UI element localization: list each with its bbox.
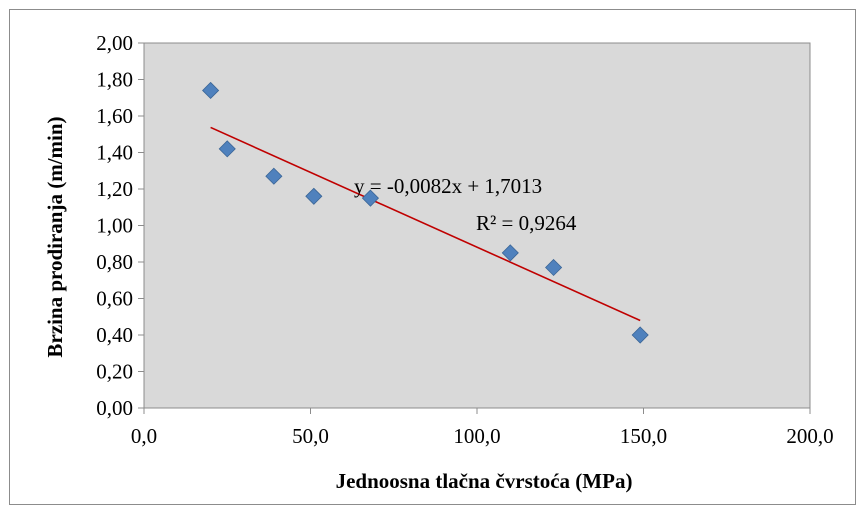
x-tick-label: 0,0	[131, 424, 157, 448]
data-point-marker	[305, 187, 323, 205]
data-point-marker	[218, 140, 236, 158]
data-point-marker	[501, 244, 519, 262]
trendline-equation: y = -0,0082x + 1,7013	[354, 174, 542, 198]
x-axis-title: Jednoosna tlačna čvrstoća (MPa)	[336, 469, 633, 493]
x-axis-ticks: 0,0 50,0 100,0 150,0 200,0	[131, 408, 834, 448]
y-axis-ticks: 0,00 0,20 0,40 0,60 0,80 1,00 1,20 1,40 1,60 1,80…	[96, 31, 144, 420]
data-point-marker	[631, 326, 649, 344]
y-tick-label: 0,40	[96, 323, 133, 347]
data-point-marker	[202, 81, 220, 100]
data-point-marker	[545, 258, 563, 277]
y-tick-label: 1,80	[96, 68, 133, 92]
data-points	[202, 81, 649, 344]
trendline	[210, 126, 641, 322]
x-tick-label: 50,0	[292, 424, 329, 448]
x-tick-label: 100,0	[453, 424, 500, 448]
data-point-marker	[361, 189, 380, 207]
y-tick-label: 0,80	[96, 250, 133, 274]
data-point-marker	[265, 167, 283, 185]
scatter-chart: 0,00 0,20 0,40 0,60 0,80 1,00 1,20 1,40 1,60 1,80…	[43, 31, 834, 493]
trendline-r-squared: R² = 0,9264	[476, 211, 577, 235]
chart-frame: 0,00 0,20 0,40 0,60 0,80 1,00 1,20 1,40 1,60 1,80…	[9, 9, 856, 505]
y-tick-label: 0,20	[96, 360, 133, 384]
y-tick-label: 2,00	[96, 31, 133, 55]
y-tick-label: 1,00	[96, 214, 133, 238]
y-tick-label: 0,60	[96, 287, 133, 311]
y-tick-label: 0,00	[96, 396, 133, 420]
x-tick-label: 200,0	[786, 424, 833, 448]
y-tick-label: 1,60	[96, 104, 133, 128]
y-axis-title: Brzina prodiranja (m/min)	[43, 116, 67, 357]
y-tick-label: 1,40	[96, 141, 133, 165]
x-tick-label: 150,0	[620, 424, 667, 448]
plot-area	[143, 42, 811, 409]
y-tick-label: 1,20	[96, 177, 133, 201]
